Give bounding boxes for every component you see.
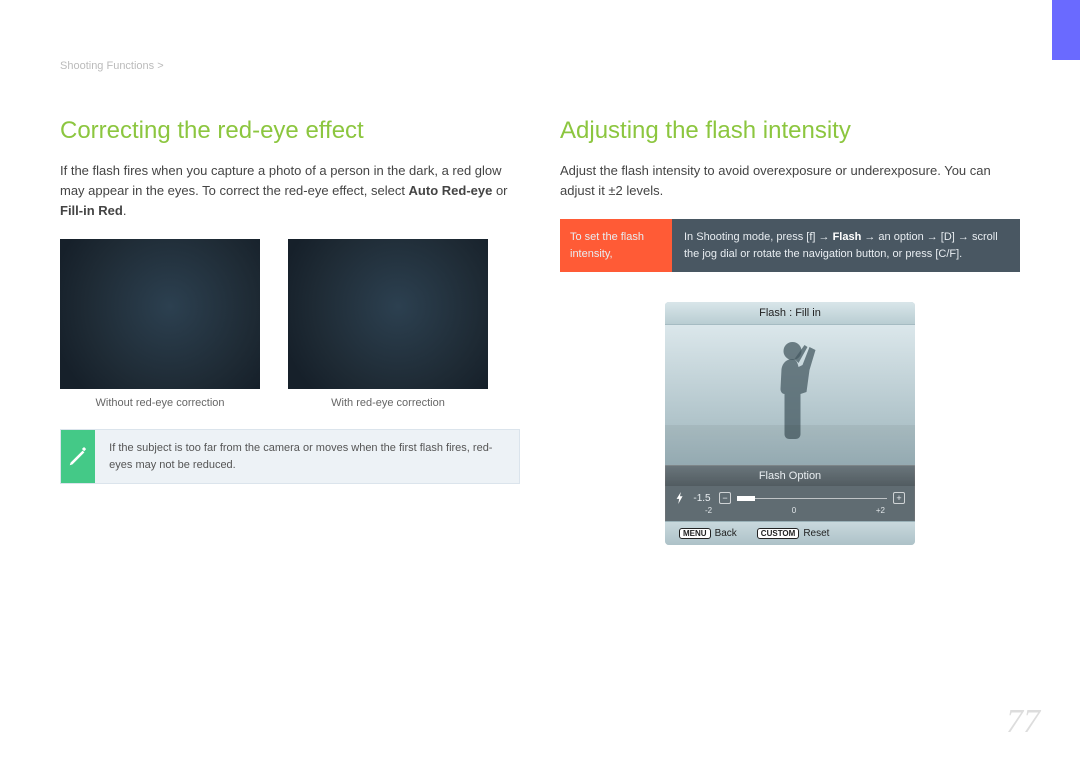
flash-icon — [675, 492, 685, 504]
scale-right: +2 — [876, 506, 885, 515]
body-flash: Adjust the flash intensity to avoid over… — [560, 161, 1020, 201]
slider-value: -1.5 — [691, 493, 713, 504]
instr-bold: Flash — [833, 231, 862, 243]
reset-label: Reset — [803, 528, 829, 539]
lcd-bottom-bar: MENU Back CUSTOMReset — [665, 521, 915, 545]
example-images: Without red-eye correction With red-eye … — [60, 239, 520, 409]
ground — [665, 425, 915, 465]
menu-back-button[interactable]: MENU Back — [679, 528, 737, 539]
slider-track[interactable] — [737, 495, 887, 502]
lcd-screen: Flash : Fill in Flash O — [665, 302, 915, 545]
custom-pill: CUSTOM — [757, 528, 800, 539]
page-number: 77 — [1006, 703, 1040, 741]
note-box: If the subject is too far from the camer… — [60, 429, 520, 484]
scale-row: -2 0 +2 — [665, 506, 915, 521]
instruction-steps: In Shooting mode, press [f] → Flash → an… — [672, 219, 1020, 272]
custom-reset-button[interactable]: CUSTOMReset — [757, 528, 830, 539]
photo-with-correction — [288, 239, 488, 389]
slider-row[interactable]: -1.5 − + — [665, 486, 915, 506]
side-tab — [1052, 0, 1080, 60]
auto-redeye-label: Auto Red-eye — [409, 183, 493, 198]
menu-pill: MENU — [679, 528, 711, 539]
lcd-title: Flash : Fill in — [665, 302, 915, 325]
fillin-red-label: Fill-in Red — [60, 203, 123, 218]
scale-left: -2 — [705, 506, 712, 515]
body-mid: or — [492, 183, 507, 198]
caption-before: Without red-eye correction — [60, 397, 260, 409]
instruction-label: To set the flash intensity, — [560, 219, 672, 272]
minus-cap-icon[interactable]: − — [719, 492, 731, 504]
photo-without-correction — [60, 239, 260, 389]
body-redeye: If the flash fires when you capture a ph… — [60, 161, 520, 221]
back-label: Back — [715, 528, 737, 539]
instr-a: In Shooting mode, press [f] → — [684, 231, 833, 243]
lcd-scene — [665, 325, 915, 465]
image-before: Without red-eye correction — [60, 239, 260, 409]
note-text: If the subject is too far from the camer… — [95, 430, 519, 483]
note-icon — [61, 430, 95, 483]
instruction-box: To set the flash intensity, In Shooting … — [560, 219, 1020, 272]
caption-after: With red-eye correction — [288, 397, 488, 409]
image-after: With red-eye correction — [288, 239, 488, 409]
flash-option-panel: Flash Option -1.5 − + -2 0 — [665, 465, 915, 521]
left-column: Correcting the red-eye effect If the fla… — [60, 117, 520, 545]
scale-mid: 0 — [792, 506, 796, 515]
right-column: Adjusting the flash intensity Adjust the… — [560, 117, 1020, 545]
heading-redeye: Correcting the red-eye effect — [60, 117, 520, 145]
content-columns: Correcting the red-eye effect If the fla… — [60, 117, 1020, 545]
breadcrumb: Shooting Functions > — [60, 60, 1020, 72]
heading-flash: Adjusting the flash intensity — [560, 117, 1020, 145]
plus-cap-icon[interactable]: + — [893, 492, 905, 504]
body-end: . — [123, 203, 127, 218]
panel-title: Flash Option — [665, 465, 915, 486]
